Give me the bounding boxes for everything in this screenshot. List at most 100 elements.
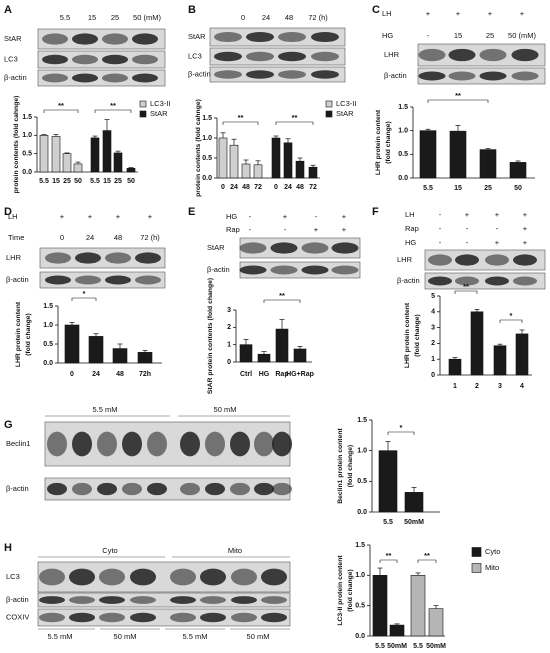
condition-value: - (249, 225, 252, 234)
x-tick-label: 15 (454, 185, 462, 192)
blot-band (75, 252, 101, 264)
blot-band (69, 568, 95, 586)
condition-label: Rap (405, 224, 419, 233)
blot-band (200, 596, 226, 604)
significance-label: ** (58, 101, 64, 110)
condition-value: 24 (86, 233, 94, 242)
blot-band (47, 482, 67, 496)
blot-row-label: β-actin (207, 265, 230, 274)
blot-strip (37, 50, 166, 69)
condition-label: LH (8, 212, 18, 221)
condition-value: + (116, 212, 121, 221)
blot-band (513, 276, 537, 286)
y-tick-label: 0.0 (202, 175, 212, 182)
blot-band (180, 482, 200, 496)
legend-label: LC3-II (150, 99, 170, 108)
blot-band (130, 568, 156, 586)
x-tick-label: 50mM (404, 519, 424, 526)
y-axis-label: (fold change) (347, 569, 354, 612)
blot-row-label: Beclin1 (6, 439, 31, 448)
significance-bracket (427, 99, 489, 103)
blot-band (331, 265, 359, 275)
y-axis-label: LC3-II protein content (337, 555, 344, 626)
blot-band (99, 612, 125, 623)
condition-value: + (314, 225, 319, 234)
x-tick-label: 24 (92, 371, 100, 378)
bar (515, 333, 529, 376)
condition-value: 72 (h) (308, 13, 328, 22)
bar (378, 450, 398, 513)
blot-band (278, 70, 306, 79)
panel-letter: A (4, 4, 12, 16)
blot-band (147, 431, 167, 457)
y-axis-label: LHR protein content (404, 302, 411, 368)
x-tick-label: 5.5 (39, 178, 49, 185)
x-tick-label: 50 (74, 178, 82, 185)
y-tick-label: 0.5 (22, 151, 32, 158)
significance-bracket (71, 297, 97, 301)
condition-value: - (427, 31, 430, 40)
condition-value: - (249, 212, 252, 221)
condition-value: + (523, 210, 528, 219)
y-axis-label: LHR protein content (375, 109, 382, 175)
x-tick-label: 15 (52, 178, 60, 185)
blot-band (214, 31, 242, 43)
legend-swatch (325, 100, 333, 108)
x-tick-label: 0 (70, 371, 74, 378)
bar (283, 142, 293, 179)
bar (102, 130, 112, 173)
bar (448, 358, 462, 376)
condition-label: HG (405, 238, 416, 247)
condition-value: + (88, 212, 93, 221)
significance-bracket (43, 109, 79, 113)
blot-band (170, 612, 196, 623)
bar (449, 130, 467, 179)
significance-label: * (400, 423, 403, 432)
blot-band (130, 596, 156, 604)
significance-label: ** (386, 551, 392, 560)
significance-label: ** (238, 113, 244, 122)
bar (470, 311, 484, 376)
blot-lane-label: 50 mM (247, 632, 270, 641)
y-tick-label: 0 (227, 359, 231, 366)
bar (229, 144, 239, 179)
blot-band (230, 482, 250, 496)
y-tick-label: 0.0 (355, 633, 365, 640)
legend-swatch (471, 547, 482, 557)
y-tick-label: 0.0 (398, 175, 408, 182)
x-tick-label: 25 (114, 178, 122, 185)
blot-strip (39, 247, 166, 269)
condition-value: 48 (114, 233, 122, 242)
panel-letter: C (372, 4, 380, 16)
blot-band (455, 276, 479, 286)
blot-band (511, 71, 539, 81)
blot-band (102, 54, 128, 65)
blot-band (301, 265, 329, 275)
blot-band (278, 31, 306, 43)
blot-strip (37, 608, 291, 627)
blot-band (97, 482, 117, 496)
x-tick-label: 0 (221, 184, 225, 191)
condition-value: 72 (h) (140, 233, 160, 242)
bar (295, 160, 305, 179)
condition-value: - (439, 224, 442, 233)
significance-label: * (510, 311, 513, 320)
x-tick-label: 15 (103, 178, 111, 185)
condition-value: - (466, 224, 469, 233)
panel-letter: E (188, 206, 195, 218)
blot-group-label: Cyto (102, 546, 117, 555)
blot-band (122, 482, 142, 496)
blot-strip (37, 592, 291, 608)
legend-swatch (139, 100, 147, 108)
blot-band (132, 73, 158, 83)
blot-band (246, 51, 274, 62)
condition-value: - (439, 210, 442, 219)
condition-value: + (520, 9, 525, 18)
condition-value: + (523, 238, 528, 247)
blot-band (485, 254, 509, 266)
blot-row-label: LHR (6, 253, 22, 262)
y-tick-label: 0 (431, 372, 435, 379)
blot-band (479, 48, 507, 62)
blot-band (39, 596, 65, 604)
